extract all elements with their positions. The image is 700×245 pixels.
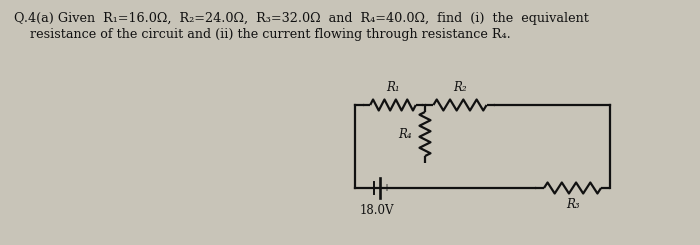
Text: +: + [382, 183, 390, 193]
Text: 18.0V: 18.0V [360, 204, 394, 217]
Text: resistance of the circuit and (ii) the current flowing through resistance R₄.: resistance of the circuit and (ii) the c… [30, 28, 511, 41]
Text: −: − [364, 183, 372, 193]
Text: R₄: R₄ [398, 127, 412, 140]
Text: R₂: R₂ [453, 81, 467, 94]
Text: Q.4(a) Given  R₁=16.0Ω,  R₂=24.0Ω,  R₃=32.0Ω  and  R₄=40.0Ω,  find  (i)  the  eq: Q.4(a) Given R₁=16.0Ω, R₂=24.0Ω, R₃=32.0… [14, 12, 589, 25]
Text: R₃: R₃ [566, 198, 580, 211]
Text: R₁: R₁ [386, 81, 400, 94]
